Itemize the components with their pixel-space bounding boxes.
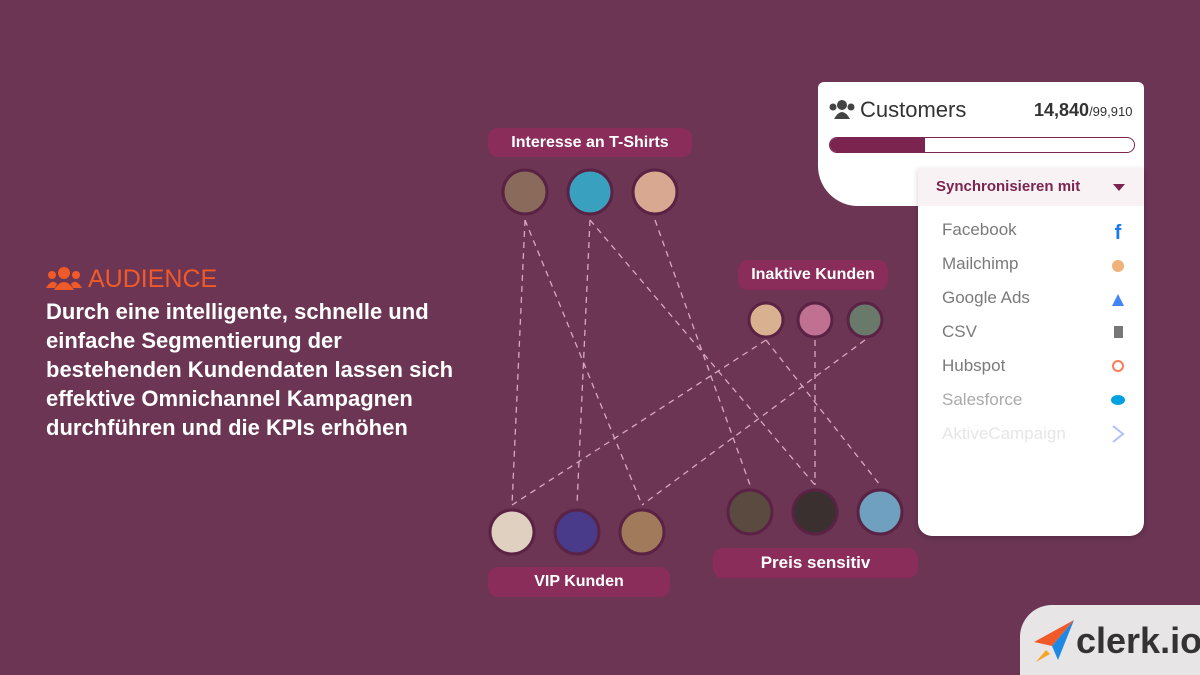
audience-label: AUDIENCE <box>88 265 218 293</box>
customers-count: 14,840/99,910 <box>1034 100 1132 121</box>
segment-label: VIP Kunden <box>488 567 670 597</box>
sync-item[interactable]: Facebook <box>942 220 1017 239</box>
progress-fill <box>830 138 925 152</box>
sync-panel <box>918 168 1144 536</box>
audience-icon <box>46 267 82 290</box>
customers-title: Customers <box>860 97 967 122</box>
dropdown-arrow <box>1113 184 1125 191</box>
audience-text: Durch eine intelligente, schnelle und ei… <box>46 299 454 440</box>
logo-text: clerk.io <box>1076 620 1200 661</box>
sync-item[interactable]: Salesforce <box>942 390 1023 409</box>
sync-item[interactable]: AktiveCampaign <box>942 424 1066 443</box>
avatars <box>488 168 904 556</box>
sync-item[interactable]: Hubspot <box>942 356 1006 375</box>
sync-icons: f <box>1111 222 1125 443</box>
count: 14,840 <box>1034 100 1090 120</box>
sync-label: Synchronisieren mit <box>936 178 1081 195</box>
connections <box>511 219 881 506</box>
total: /99,910 <box>1089 104 1133 119</box>
progress-track <box>829 137 1135 153</box>
segment-label: Preis sensitiv <box>713 548 918 578</box>
segment-label: Inaktive Kunden <box>738 260 888 290</box>
sync-item[interactable]: Mailchimp <box>942 254 1019 273</box>
logo-icon <box>1034 620 1074 662</box>
sync-item[interactable]: CSV <box>942 322 977 341</box>
segment-label: Interesse an T-Shirts <box>488 128 692 157</box>
sync-header[interactable] <box>918 168 1144 206</box>
svg-text:f: f <box>1115 222 1122 244</box>
sync-item[interactable]: Google Ads <box>942 288 1030 307</box>
customers-icon <box>829 100 855 119</box>
